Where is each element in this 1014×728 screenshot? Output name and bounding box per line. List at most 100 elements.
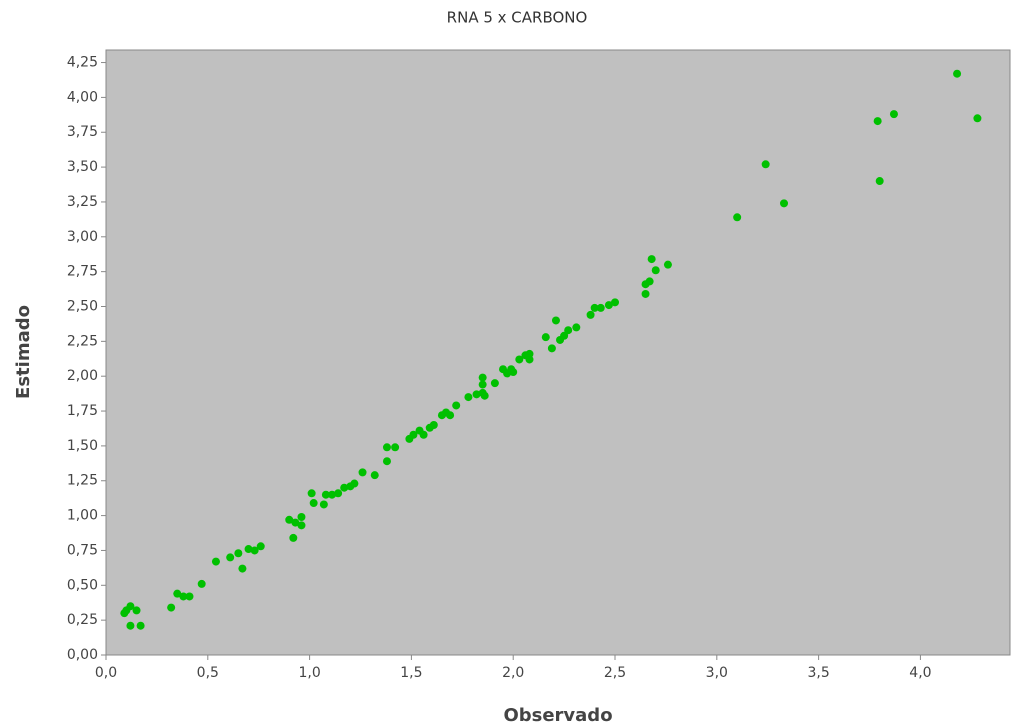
y-tick-label: 0,50 [67, 577, 98, 593]
y-tick-label: 0,25 [67, 612, 98, 628]
point [889, 110, 898, 119]
point [586, 310, 595, 319]
y-tick-label: 0,00 [67, 647, 98, 663]
point [515, 355, 524, 364]
y-tick-label: 2,00 [67, 368, 98, 384]
point [564, 326, 573, 335]
point [663, 260, 672, 269]
point [358, 468, 367, 477]
point [604, 301, 613, 310]
y-axis-label: Estimado [13, 305, 34, 399]
point [132, 606, 141, 615]
point [167, 603, 176, 612]
point [226, 553, 235, 562]
point [464, 393, 473, 402]
y-tick-label: 1,75 [67, 403, 98, 419]
point [452, 401, 461, 410]
point [256, 542, 265, 551]
point [309, 499, 318, 508]
point [297, 521, 306, 530]
point [761, 160, 770, 169]
y-tick-label: 1,00 [67, 508, 98, 524]
y-tick-label: 2,25 [67, 333, 98, 349]
y-tick-label: 1,50 [67, 438, 98, 454]
point [645, 277, 654, 286]
y-tick-label: 0,75 [67, 542, 98, 558]
point [572, 323, 581, 332]
point [197, 579, 206, 588]
y-tick-label: 1,25 [67, 473, 98, 489]
point [973, 114, 982, 123]
point [321, 490, 330, 499]
point [136, 621, 145, 630]
point [291, 518, 300, 527]
point [334, 489, 343, 498]
point [525, 355, 534, 364]
point [419, 430, 428, 439]
chart-title: RNA 5 x CARBONO [447, 9, 588, 27]
point [126, 602, 135, 611]
point [328, 490, 336, 499]
point [382, 443, 391, 452]
x-tick-label: 2,5 [604, 665, 626, 681]
y-tick-label: 4,00 [67, 89, 98, 105]
point [289, 533, 298, 542]
y-tick-label: 3,00 [67, 229, 98, 245]
point [780, 199, 788, 208]
point [297, 512, 306, 521]
point [340, 483, 349, 492]
point [120, 609, 129, 618]
point [478, 373, 487, 382]
point [596, 303, 605, 312]
point [647, 255, 656, 264]
y-tick-label: 3,50 [67, 159, 98, 175]
point [382, 457, 391, 466]
point [446, 411, 455, 420]
x-tick-label: 3,5 [807, 665, 829, 681]
point [173, 589, 182, 598]
point [250, 546, 259, 555]
point [391, 443, 400, 452]
point [733, 213, 742, 222]
point [238, 564, 247, 573]
point [244, 545, 253, 554]
point [525, 349, 534, 358]
y-tick-label: 4,25 [67, 55, 98, 71]
x-tick-label: 0,5 [197, 665, 219, 681]
x-tick-label: 2,0 [502, 665, 524, 681]
point [472, 390, 481, 399]
x-tick-label: 4,0 [909, 665, 931, 681]
x-tick-label: 3,0 [706, 665, 728, 681]
point [185, 592, 194, 601]
point [409, 430, 418, 439]
point [319, 500, 328, 509]
point [370, 471, 379, 480]
x-axis-label: Observado [503, 705, 612, 726]
point [478, 380, 487, 389]
point [490, 379, 499, 388]
x-tick-label: 1,5 [400, 665, 422, 681]
point [641, 289, 650, 298]
y-tick-label: 3,25 [67, 194, 98, 210]
point [509, 368, 518, 377]
point [350, 479, 359, 488]
point [307, 489, 316, 498]
y-tick-label: 3,75 [67, 124, 98, 140]
point [873, 117, 882, 126]
y-tick-label: 2,75 [67, 264, 98, 280]
point [126, 621, 135, 630]
point [179, 592, 188, 601]
point [480, 391, 489, 400]
point [547, 344, 556, 353]
y-tick-label: 2,50 [67, 298, 98, 314]
point [211, 557, 220, 566]
plot-area [105, 49, 1011, 656]
point [953, 69, 962, 78]
point [551, 316, 560, 325]
point [560, 331, 569, 340]
point [611, 298, 620, 307]
point [234, 549, 243, 558]
point [541, 333, 550, 342]
x-tick-label: 1,0 [298, 665, 320, 681]
